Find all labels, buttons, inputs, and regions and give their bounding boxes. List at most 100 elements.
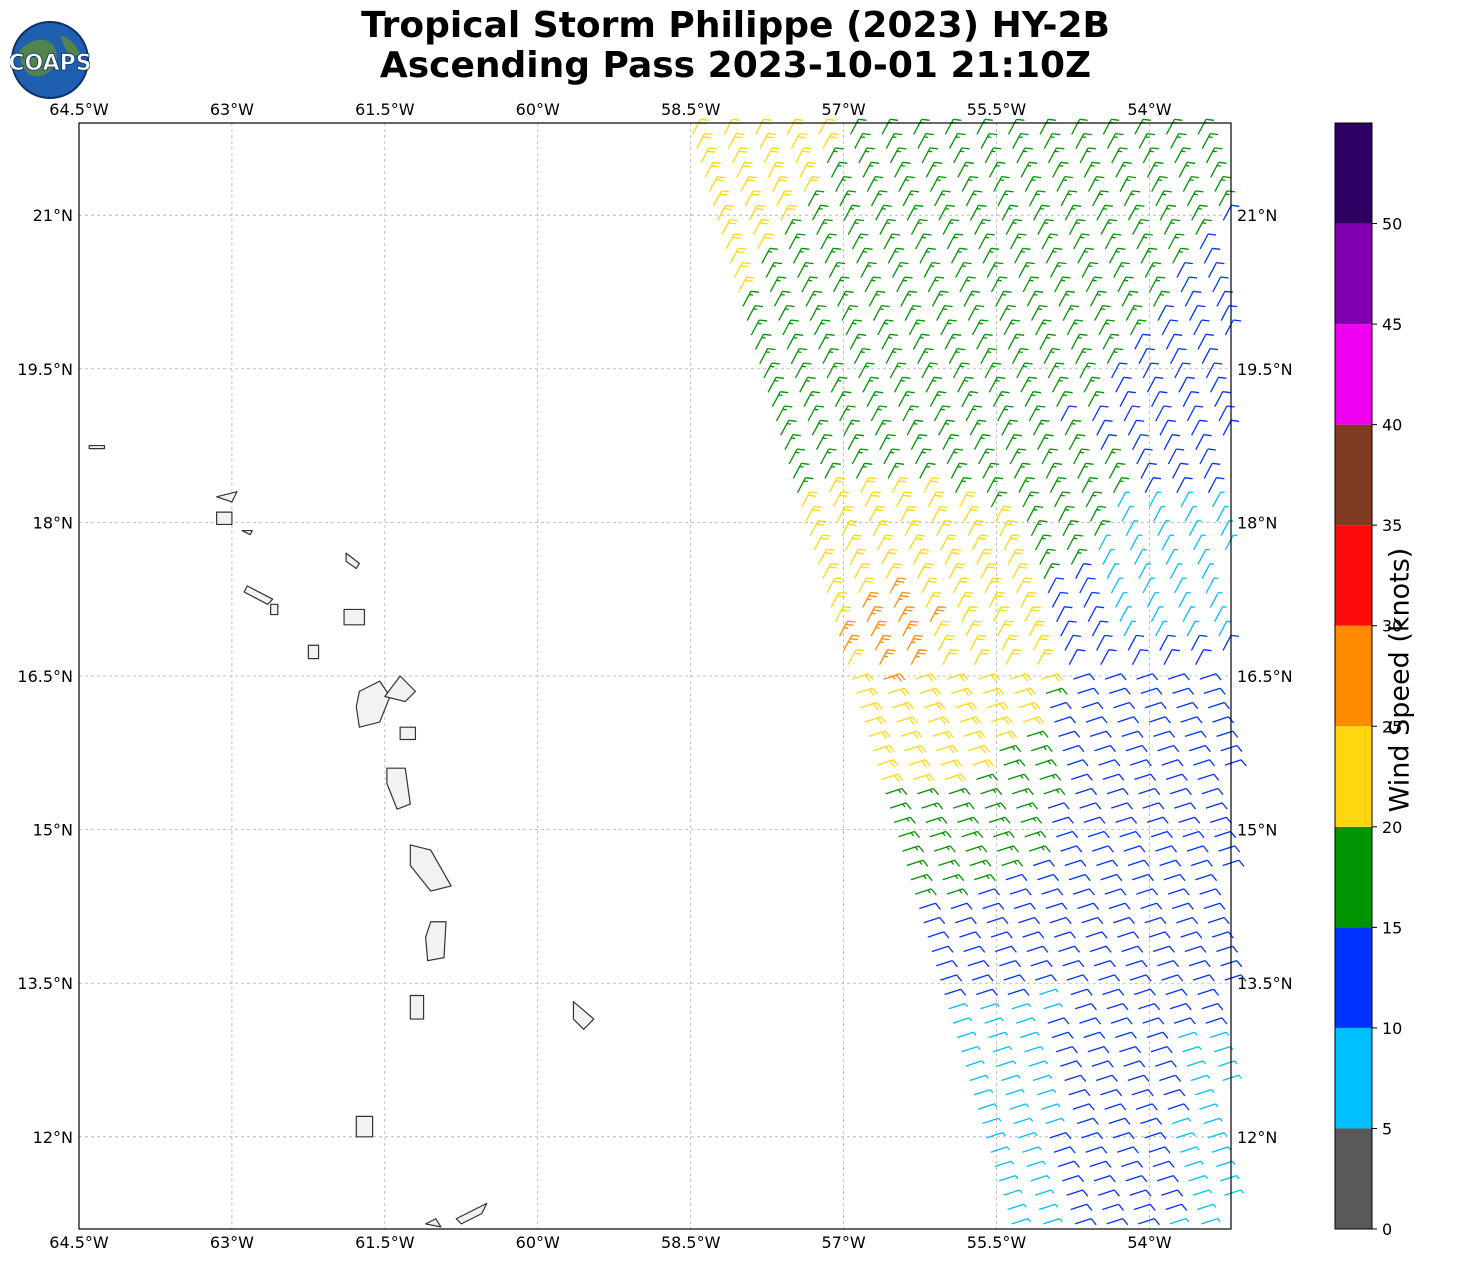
wind-barb-381: [1199, 673, 1222, 681]
colorbar-tick-10: 50: [1382, 215, 1402, 234]
wind-barb-756: [927, 276, 945, 293]
wind-barb-518: [963, 505, 980, 522]
wind-barb-249: [1087, 830, 1110, 839]
wind-barb-623: [1123, 405, 1141, 422]
wind-barb-435: [893, 591, 911, 608]
wind-barb-684: [1138, 347, 1155, 365]
wind-barb-63: [1009, 1103, 1030, 1110]
wind-barb-42: [1116, 1146, 1139, 1154]
wind-barb-215: [1037, 873, 1060, 882]
wind-barb-651: [1051, 376, 1069, 393]
wind-barb-776: [1049, 261, 1067, 278]
wind-barb-242: [1218, 845, 1241, 853]
wind-barb-275: [1205, 802, 1228, 810]
wind-barb-789: [950, 247, 968, 264]
wind-barb-681: [1043, 347, 1061, 365]
lon-tick-bottom-7: 54°W: [1127, 1233, 1171, 1252]
wind-barb-230: [1190, 859, 1213, 867]
wind-barb-616: [902, 405, 919, 422]
wind-barb-514: [836, 505, 854, 522]
wind-barb-661: [889, 362, 907, 379]
wind-barb-353: [1081, 701, 1104, 710]
lat-tick-right-4: 15°N: [1237, 821, 1277, 840]
wind-barb-336: [927, 716, 950, 725]
wind-barb-299: [908, 759, 931, 768]
wind-barb-822: [974, 218, 991, 235]
wind-barb-907: [984, 147, 1002, 164]
wind-barb-879: [1182, 175, 1200, 192]
wind-barb-844: [1159, 204, 1177, 221]
wind-barb-421: [866, 606, 883, 623]
wind-barb-414: [1060, 620, 1077, 637]
wind-barb-728: [1062, 304, 1080, 321]
lat-tick-right-0: 21°N: [1237, 206, 1277, 225]
wind-barb-542: [828, 477, 846, 494]
wind-barb-213: [973, 873, 996, 882]
wind-barb-459: [822, 563, 839, 580]
wind-barb-197: [1108, 902, 1131, 910]
wind-barb-804: [915, 233, 932, 250]
wind-barb-453: [1047, 577, 1065, 594]
wind-barb-251: [1150, 830, 1173, 839]
lon-tick-bottom-3: 60°W: [516, 1233, 560, 1252]
wind-barb-858: [1060, 190, 1078, 207]
wind-barb-217: [1100, 873, 1123, 882]
wind-barb-239: [1123, 845, 1146, 853]
wind-barb-721: [841, 304, 858, 321]
wind-barb-709: [971, 319, 989, 336]
wind-barb-143: [1003, 974, 1026, 982]
wind-barb-687: [754, 333, 772, 350]
wind-barb-322: [868, 730, 891, 739]
wind-barb-122: [1205, 1017, 1228, 1025]
wind-barb-298: [877, 759, 900, 768]
wind-barb-93: [1154, 1060, 1177, 1068]
wind-barb-664: [984, 362, 1002, 379]
lat-tick-right-3: 16.5°N: [1237, 667, 1293, 686]
wind-barb-182: [954, 916, 977, 925]
wind-barb-422: [897, 606, 915, 623]
wind-barb-917: [759, 132, 776, 149]
wind-barb-677: [917, 347, 934, 365]
wind-barb-424: [961, 606, 978, 623]
wind-barb-579: [1104, 448, 1122, 465]
wind-barb-45: [1211, 1146, 1232, 1153]
wind-barb-856: [997, 190, 1014, 207]
wind-barb-573: [914, 448, 932, 465]
wind-barb-162: [963, 945, 986, 953]
wind-barb-149: [1193, 974, 1215, 982]
wind-barb-627: [771, 391, 789, 408]
wind-barb-140: [1197, 988, 1220, 996]
wind-barb-722: [872, 304, 890, 321]
wind-barb-787: [887, 247, 905, 264]
wind-barb-332: [1184, 730, 1207, 738]
wind-barb-363: [1014, 687, 1037, 696]
wind-barb-865: [740, 175, 757, 192]
wind-barb-662: [921, 362, 938, 379]
wind-barb-796: [1172, 247, 1189, 264]
wind-barb-880: [1214, 175, 1231, 192]
wind-barb-604: [1001, 419, 1018, 436]
wind-barb-378: [1104, 673, 1127, 681]
wind-barb-41: [1085, 1146, 1108, 1154]
wind-barb-328: [1058, 730, 1081, 738]
wind-barb-468: [1106, 563, 1120, 580]
wind-barb-234: [965, 845, 988, 853]
wind-barb-711: [1035, 319, 1052, 336]
wind-barb-619: [997, 405, 1014, 422]
wind-barb-407: [838, 620, 856, 637]
wind-barb-462: [916, 563, 934, 580]
wind-barb-905: [921, 147, 939, 164]
wind-barb-404: [1159, 634, 1176, 651]
wind-barb-755: [896, 276, 913, 293]
wind-barb-534: [1022, 491, 1039, 508]
wind-barb-123: [948, 1002, 969, 1010]
wind-barb-767: [765, 261, 783, 278]
wind-barb-265: [889, 802, 912, 810]
island-grenada: [355, 1115, 374, 1138]
wind-barb-570: [820, 448, 837, 465]
wind-barb-811: [1136, 233, 1153, 250]
wind-barb-21: [1224, 1189, 1244, 1196]
wind-barb-719: [778, 304, 795, 321]
wind-barb-730: [1125, 304, 1143, 321]
wind-barb-117: [1047, 1017, 1070, 1025]
